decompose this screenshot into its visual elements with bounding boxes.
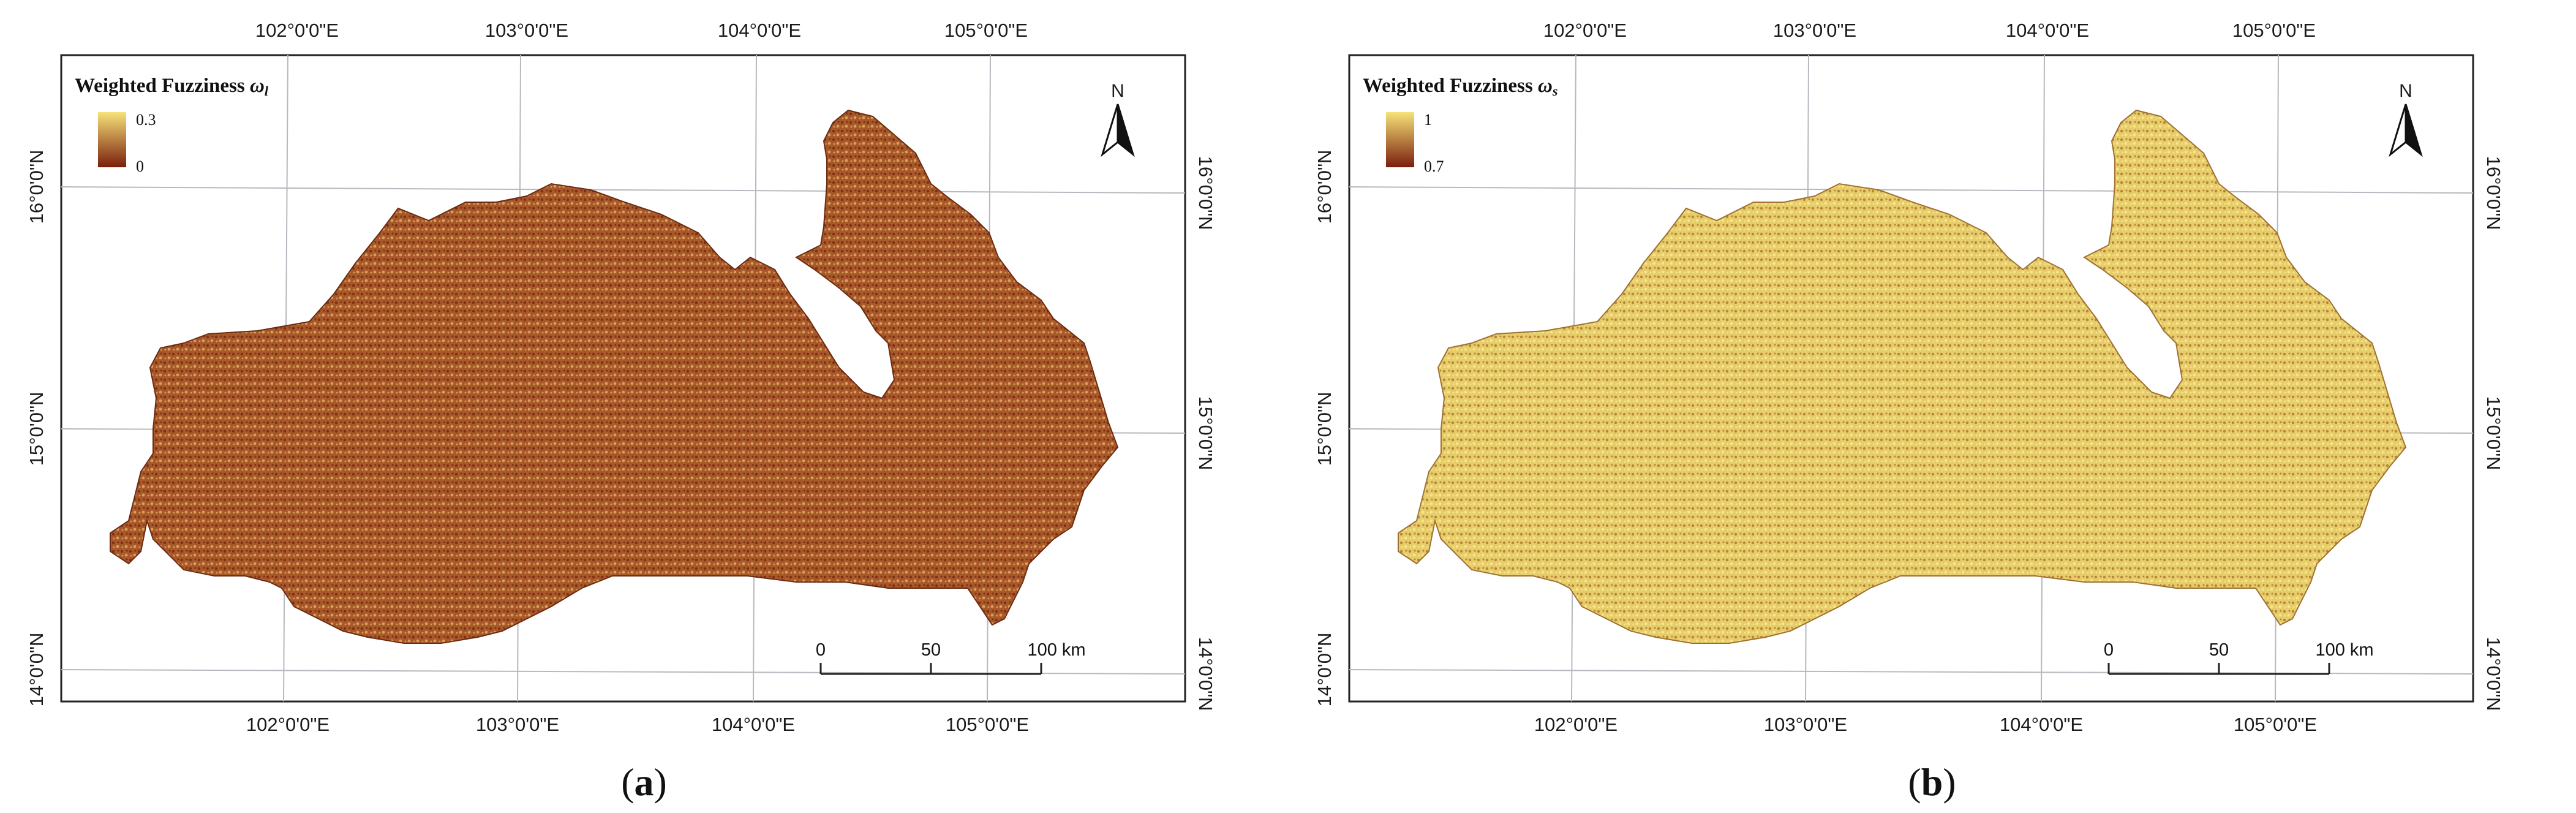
lon-top-104: 104°0'0"E [2006, 20, 2089, 41]
north-arrow-icon [2389, 104, 2423, 157]
north-letter: N [2399, 81, 2412, 101]
lon-bottom-103: 103°0'0"E [1764, 714, 1847, 735]
map-panel-a: Weighted Fuzziness ωl 0.3 0 N 0 50 100 k… [26, 20, 1216, 804]
lon-top-105: 105°0'0"E [2232, 20, 2316, 41]
lat-right-14: 14°0'0"N [2483, 637, 2504, 711]
north-arrow-icon [1101, 104, 1135, 157]
region-shape [110, 109, 1119, 644]
scale-label-0: 0 [2104, 640, 2114, 660]
lat-right-16: 16°0'0"N [1195, 156, 1216, 230]
lon-bottom-105: 105°0'0"E [946, 714, 1029, 735]
scale-label-100: 100 km [1027, 640, 1085, 660]
region-shape [1398, 109, 2407, 644]
lat-left-16: 16°0'0"N [26, 150, 47, 224]
legend-min-label: 0.7 [1424, 157, 1444, 175]
legend-colorbar [98, 112, 126, 167]
panel-label-a: (a) [621, 760, 667, 804]
legend-min-label: 0 [136, 157, 144, 175]
lat-right-15: 15°0'0"N [1195, 396, 1216, 471]
lat-right-16: 16°0'0"N [2483, 156, 2504, 230]
map-panel-b: Weighted Fuzziness ωs 1 0.7 N 0 50 100 k… [1288, 0, 2576, 813]
lon-top-104: 104°0'0"E [718, 20, 801, 41]
lat-left-15: 15°0'0"N [26, 392, 47, 466]
north-letter: N [1111, 81, 1124, 101]
map-title: Weighted Fuzziness ωs [1363, 75, 1557, 99]
lon-bottom-102: 102°0'0"E [1534, 714, 1618, 735]
lat-left-15: 15°0'0"N [1314, 392, 1335, 466]
lat-left-14: 14°0'0"N [1314, 633, 1335, 707]
lon-bottom-105: 105°0'0"E [2234, 714, 2317, 735]
lat-left-14: 14°0'0"N [26, 633, 47, 707]
lon-bottom-102: 102°0'0"E [246, 714, 330, 735]
lon-top-105: 105°0'0"E [944, 20, 1028, 41]
legend-max-label: 1 [1424, 111, 1432, 129]
map-title: Weighted Fuzziness ωl [75, 75, 269, 99]
lat-left-16: 16°0'0"N [1314, 150, 1335, 224]
scale-bar [2107, 663, 2330, 675]
legend-colorbar [1386, 112, 1414, 167]
scale-label-50: 50 [2209, 640, 2229, 660]
map-b-svg: Weighted Fuzziness ωs 1 0.7 N 0 50 100 k… [1314, 20, 2504, 735]
scale-bar [819, 663, 1042, 675]
lon-bottom-104: 104°0'0"E [2000, 714, 2083, 735]
lat-right-15: 15°0'0"N [2483, 396, 2504, 471]
lon-bottom-104: 104°0'0"E [712, 714, 795, 735]
lon-bottom-103: 103°0'0"E [476, 714, 559, 735]
lon-top-103: 103°0'0"E [1773, 20, 1856, 41]
lat-right-14: 14°0'0"N [1195, 637, 1216, 711]
lon-top-102: 102°0'0"E [255, 20, 339, 41]
panel-label-b: (b) [1908, 760, 1956, 804]
legend-max-label: 0.3 [136, 111, 156, 129]
scale-label-50: 50 [921, 640, 941, 660]
lon-top-103: 103°0'0"E [485, 20, 568, 41]
lon-top-102: 102°0'0"E [1543, 20, 1627, 41]
scale-label-0: 0 [816, 640, 826, 660]
map-a-svg: Weighted Fuzziness ωl 0.3 0 N 0 50 100 k… [26, 20, 1216, 735]
scale-label-100: 100 km [2315, 640, 2373, 660]
